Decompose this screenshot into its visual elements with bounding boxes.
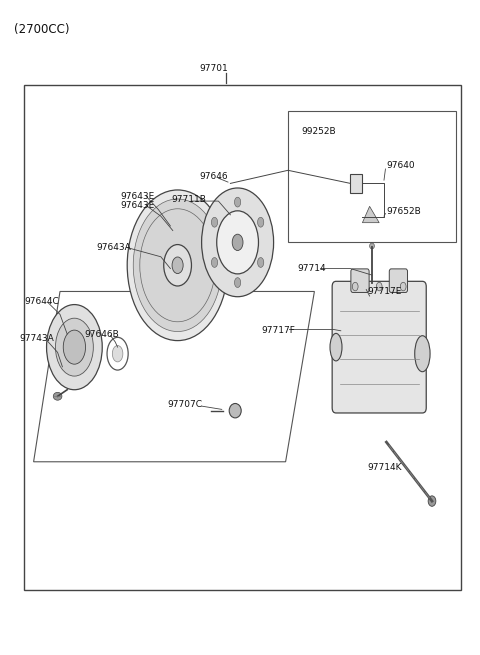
Text: 97714K: 97714K (367, 462, 402, 472)
Ellipse shape (428, 496, 436, 506)
Bar (24, 85, 461, 590)
Text: 97640: 97640 (386, 160, 415, 170)
Text: 97711B: 97711B (172, 195, 207, 204)
Text: 97643E: 97643E (120, 192, 154, 201)
Ellipse shape (211, 217, 217, 227)
Ellipse shape (127, 190, 228, 341)
Text: 97701: 97701 (199, 64, 228, 73)
Text: 97714: 97714 (298, 264, 326, 273)
Text: 97717E: 97717E (367, 287, 402, 296)
Ellipse shape (352, 282, 358, 291)
Ellipse shape (258, 217, 264, 227)
Ellipse shape (202, 188, 274, 297)
Ellipse shape (370, 243, 374, 249)
Ellipse shape (112, 346, 123, 362)
Bar (350, 174, 362, 193)
Text: 97717F: 97717F (262, 326, 296, 335)
Ellipse shape (234, 197, 240, 207)
Ellipse shape (232, 234, 243, 250)
Text: 99252B: 99252B (301, 126, 336, 136)
Text: 97644C: 97644C (24, 297, 59, 306)
Ellipse shape (53, 392, 62, 400)
Ellipse shape (133, 199, 222, 331)
Ellipse shape (400, 282, 406, 291)
Polygon shape (362, 206, 379, 223)
Ellipse shape (172, 257, 183, 274)
Text: 97743A: 97743A (19, 334, 54, 343)
Text: 97652B: 97652B (386, 207, 421, 216)
Ellipse shape (211, 257, 217, 267)
Ellipse shape (63, 330, 85, 364)
Ellipse shape (217, 211, 258, 274)
FancyBboxPatch shape (332, 282, 426, 413)
Text: 97707C: 97707C (167, 400, 202, 409)
Ellipse shape (234, 278, 240, 288)
Ellipse shape (56, 318, 93, 376)
Ellipse shape (164, 244, 192, 286)
Ellipse shape (415, 336, 430, 372)
FancyBboxPatch shape (389, 269, 408, 292)
Ellipse shape (47, 305, 102, 390)
Ellipse shape (376, 282, 382, 291)
Bar (288, 111, 456, 242)
Text: (2700CC): (2700CC) (14, 23, 70, 36)
FancyBboxPatch shape (351, 269, 369, 292)
Text: 97646B: 97646B (84, 329, 119, 339)
Ellipse shape (258, 257, 264, 267)
Text: 97643E: 97643E (120, 201, 154, 210)
Text: 97643A: 97643A (96, 243, 131, 252)
Ellipse shape (330, 333, 342, 361)
Text: 97646: 97646 (199, 172, 228, 181)
Ellipse shape (229, 403, 241, 418)
Ellipse shape (140, 209, 216, 322)
